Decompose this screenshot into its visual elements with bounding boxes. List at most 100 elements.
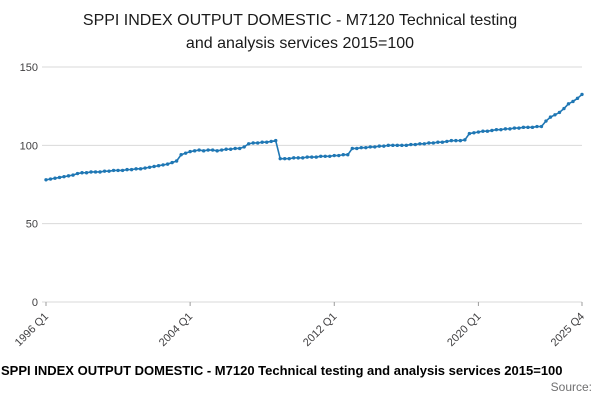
data-point — [116, 168, 120, 173]
data-point — [192, 149, 197, 153]
footer-title: SPPI INDEX OUTPUT DOMESTIC - M7120 Techn… — [1, 363, 563, 378]
data-point — [467, 131, 472, 136]
data-point — [125, 167, 129, 172]
data-point — [332, 153, 336, 158]
chart-footer: SPPI INDEX OUTPUT DOMESTIC - M7120 Techn… — [0, 363, 600, 394]
data-point — [57, 175, 62, 180]
data-point — [449, 138, 454, 143]
data-point — [301, 156, 305, 160]
data-point — [80, 171, 84, 175]
data-point — [494, 127, 499, 132]
data-point — [377, 144, 382, 148]
x-tick-label: 2025 Q4 — [549, 311, 587, 347]
data-point — [138, 167, 143, 171]
data-point — [413, 142, 418, 147]
data-point — [237, 146, 242, 151]
data-point — [575, 96, 580, 101]
data-point — [391, 143, 395, 148]
data-point — [170, 160, 174, 165]
data-point — [296, 156, 300, 160]
data-point — [323, 154, 327, 158]
y-tick-label: 150 — [20, 62, 38, 74]
data-point — [310, 155, 314, 159]
data-point — [111, 168, 116, 173]
data-point — [102, 169, 107, 173]
data-point — [201, 149, 206, 153]
data-point — [386, 143, 391, 148]
data-point — [147, 165, 152, 169]
data-point — [431, 141, 436, 145]
data-point — [314, 155, 318, 159]
x-tick-label: 2004 Q1 — [157, 311, 195, 347]
data-point — [382, 144, 386, 148]
data-point — [183, 151, 188, 155]
data-point — [490, 128, 494, 133]
x-tick-label: 1996 Q1 — [13, 311, 51, 347]
x-tick-label: 2020 Q1 — [445, 311, 483, 347]
data-point — [517, 126, 521, 130]
data-point — [368, 145, 373, 149]
y-tick-label: 50 — [26, 219, 38, 231]
data-point — [512, 126, 517, 130]
source-label: Source: — [550, 380, 592, 394]
data-point — [337, 153, 341, 158]
data-point — [210, 148, 215, 152]
data-point — [66, 174, 71, 178]
data-point — [53, 176, 57, 180]
data-point — [341, 153, 345, 157]
data-point — [328, 154, 332, 158]
data-point — [422, 142, 427, 146]
data-point — [535, 124, 539, 129]
data-line — [45, 93, 583, 181]
data-point — [98, 170, 102, 174]
data-point — [219, 148, 224, 152]
data-point — [539, 124, 544, 129]
data-point — [242, 145, 246, 149]
data-point — [62, 174, 66, 179]
data-point — [75, 171, 80, 176]
data-point — [503, 127, 508, 131]
data-point — [134, 167, 138, 171]
data-point — [233, 146, 237, 151]
data-point — [346, 153, 350, 157]
data-point — [161, 163, 165, 167]
x-tick-label: 2012 Q1 — [301, 311, 339, 347]
data-point — [562, 106, 566, 111]
data-point — [120, 168, 125, 173]
chart-title: SPPI INDEX OUTPUT DOMESTIC - M7120 Techn… — [0, 0, 600, 55]
data-point — [350, 146, 354, 151]
data-point — [251, 141, 255, 145]
data-point — [143, 166, 147, 170]
data-point — [553, 113, 557, 117]
data-point — [566, 102, 571, 106]
data-point — [129, 167, 134, 172]
data-point — [454, 138, 458, 143]
data-point — [418, 142, 422, 146]
data-point — [409, 142, 413, 147]
data-point — [476, 130, 481, 134]
data-point — [278, 156, 282, 161]
data-point — [580, 92, 584, 97]
data-point — [93, 170, 98, 174]
data-point — [364, 145, 368, 150]
data-point — [292, 156, 296, 160]
data-point — [224, 147, 228, 151]
data-point — [165, 162, 170, 166]
data-point — [179, 153, 183, 157]
data-point — [571, 99, 575, 104]
data-point — [395, 143, 400, 148]
data-point — [215, 149, 219, 153]
data-point — [44, 178, 48, 182]
data-point — [355, 146, 359, 151]
y-tick-label: 0 — [32, 297, 38, 309]
data-point — [404, 143, 409, 148]
data-point — [71, 173, 75, 177]
data-point — [84, 171, 89, 175]
data-point — [274, 138, 278, 143]
data-point — [265, 140, 269, 144]
data-point — [319, 154, 323, 158]
data-point — [305, 155, 309, 159]
data-point — [440, 140, 445, 144]
data-point — [557, 110, 562, 115]
